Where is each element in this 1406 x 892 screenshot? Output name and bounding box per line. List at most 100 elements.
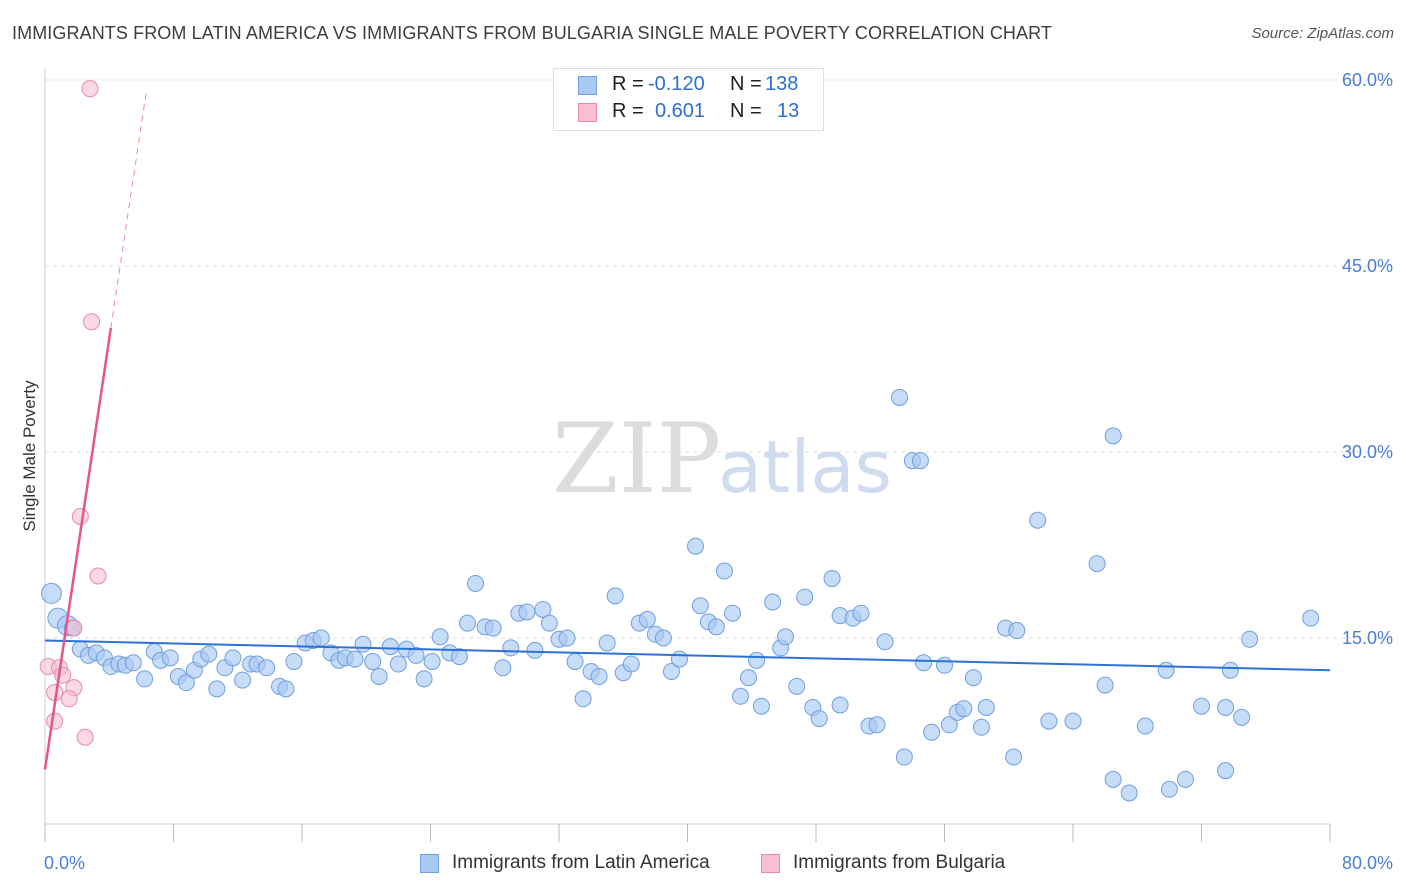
data-point-latin-america <box>285 653 303 671</box>
data-point-latin-america <box>1064 712 1082 730</box>
data-point-latin-america <box>796 588 814 606</box>
data-point-latin-america <box>518 603 536 621</box>
data-point-latin-america <box>277 680 295 698</box>
legend-label: Immigrants from Bulgaria <box>793 852 1006 873</box>
data-point-latin-america <box>764 593 782 611</box>
data-point-latin-america <box>1096 676 1114 694</box>
legend-label: Immigrants from Latin America <box>452 852 710 873</box>
data-point-latin-america <box>654 629 672 647</box>
data-point-latin-america <box>638 610 656 628</box>
gridlines <box>45 79 1392 639</box>
data-point-latin-america <box>458 614 476 632</box>
data-point-latin-america <box>1136 717 1154 735</box>
data-point-latin-america <box>124 654 142 672</box>
data-point-latin-america <box>622 655 640 673</box>
data-point-latin-america <box>598 634 616 652</box>
series-legend: Immigrants from Latin America Immigrants… <box>0 852 1406 878</box>
data-point-latin-america <box>1160 780 1178 798</box>
data-point-latin-america <box>450 648 468 666</box>
data-point-latin-america <box>558 629 576 647</box>
data-point-latin-america <box>972 718 990 736</box>
data-point-latin-america <box>977 698 995 716</box>
data-point-latin-america <box>691 597 709 615</box>
data-point-latin-america <box>810 710 828 728</box>
data-point-latin-america <box>606 587 624 605</box>
data-point-latin-america <box>40 582 62 604</box>
data-point-bulgaria <box>83 313 101 331</box>
data-point-latin-america <box>224 649 242 667</box>
trend-line-latin-america <box>44 639 1331 672</box>
data-point-latin-america <box>1008 622 1026 640</box>
data-point-latin-america <box>1120 784 1138 802</box>
axes <box>44 68 1331 842</box>
data-point-latin-america <box>748 651 766 669</box>
data-point-latin-america <box>526 641 544 659</box>
n-value: 138 <box>765 73 799 95</box>
watermark: ZIP atlas <box>552 403 892 515</box>
data-point-latin-america <box>876 633 894 651</box>
chart-title: IMMIGRANTS FROM LATIN AMERICA VS IMMIGRA… <box>12 23 1052 43</box>
x-tick-label: 0.0% <box>44 853 85 873</box>
trend-line-bulgaria <box>43 327 113 770</box>
data-point-bulgaria <box>71 507 89 525</box>
data-point-latin-america <box>161 649 179 667</box>
data-point-bulgaria <box>46 712 64 730</box>
y-tick-label: 60.0% <box>1342 70 1393 90</box>
data-point-latin-america <box>732 687 750 705</box>
data-point-latin-america <box>534 600 552 618</box>
data-point-latin-america <box>1005 748 1023 766</box>
data-point-latin-america <box>1029 511 1047 529</box>
y-tick-label: 45.0% <box>1342 256 1393 276</box>
data-point-latin-america <box>1088 555 1106 573</box>
data-point-latin-america <box>915 654 933 672</box>
data-point-latin-america <box>381 638 399 656</box>
data-point-latin-america <box>1233 708 1251 726</box>
data-point-latin-america <box>423 653 441 671</box>
blue-swatch <box>420 854 439 873</box>
data-point-latin-america <box>868 716 886 734</box>
data-point-latin-america <box>566 653 584 671</box>
trend-lines <box>43 92 1331 770</box>
data-point-latin-america <box>234 671 252 689</box>
data-point-latin-america <box>1176 770 1194 788</box>
watermark-zip: ZIP <box>552 403 721 515</box>
r-value: -0.120 <box>648 73 705 95</box>
y-tick-label: 15.0% <box>1342 628 1393 648</box>
data-point-latin-america <box>466 574 484 592</box>
data-point-latin-america <box>788 677 806 695</box>
y-tick-label: 30.0% <box>1342 442 1393 462</box>
data-point-latin-america <box>1193 697 1210 715</box>
tick-labels: 15.0% 30.0% 45.0% 60.0% 0.0% 80.0% <box>44 70 1393 873</box>
data-point-latin-america <box>177 674 195 692</box>
data-point-bulgaria <box>76 728 94 746</box>
data-point-latin-america <box>208 680 226 698</box>
data-point-latin-america <box>502 639 520 657</box>
source-note: Source: ZipAtlas.com <box>1251 25 1394 42</box>
r-label: R = <box>612 73 644 95</box>
n-value: 13 <box>777 100 800 122</box>
data-point-latin-america <box>955 700 973 718</box>
data-point-bulgaria <box>65 619 83 637</box>
r-label: R = <box>612 100 644 122</box>
pink-swatch <box>578 103 597 122</box>
blue-swatch <box>578 76 597 95</box>
data-point-latin-america <box>484 619 502 637</box>
data-point-latin-america <box>936 656 953 674</box>
data-point-latin-america <box>776 628 794 646</box>
data-point-latin-america <box>346 650 364 668</box>
data-point-latin-america <box>1221 661 1239 679</box>
watermark-atlas: atlas <box>718 425 892 509</box>
data-point-latin-america <box>752 697 770 715</box>
data-point-latin-america <box>1241 630 1259 648</box>
data-point-latin-america <box>1104 770 1122 788</box>
data-point-latin-america <box>590 667 608 685</box>
data-point-latin-america <box>1104 427 1122 445</box>
data-point-latin-america <box>407 646 425 664</box>
data-point-latin-america <box>670 650 688 668</box>
data-point-latin-america <box>823 569 841 587</box>
data-point-latin-america <box>715 562 733 580</box>
data-point-latin-america <box>831 696 849 714</box>
data-point-latin-america <box>852 604 870 622</box>
data-point-latin-america <box>911 452 929 470</box>
data-point-bulgaria <box>81 80 99 98</box>
